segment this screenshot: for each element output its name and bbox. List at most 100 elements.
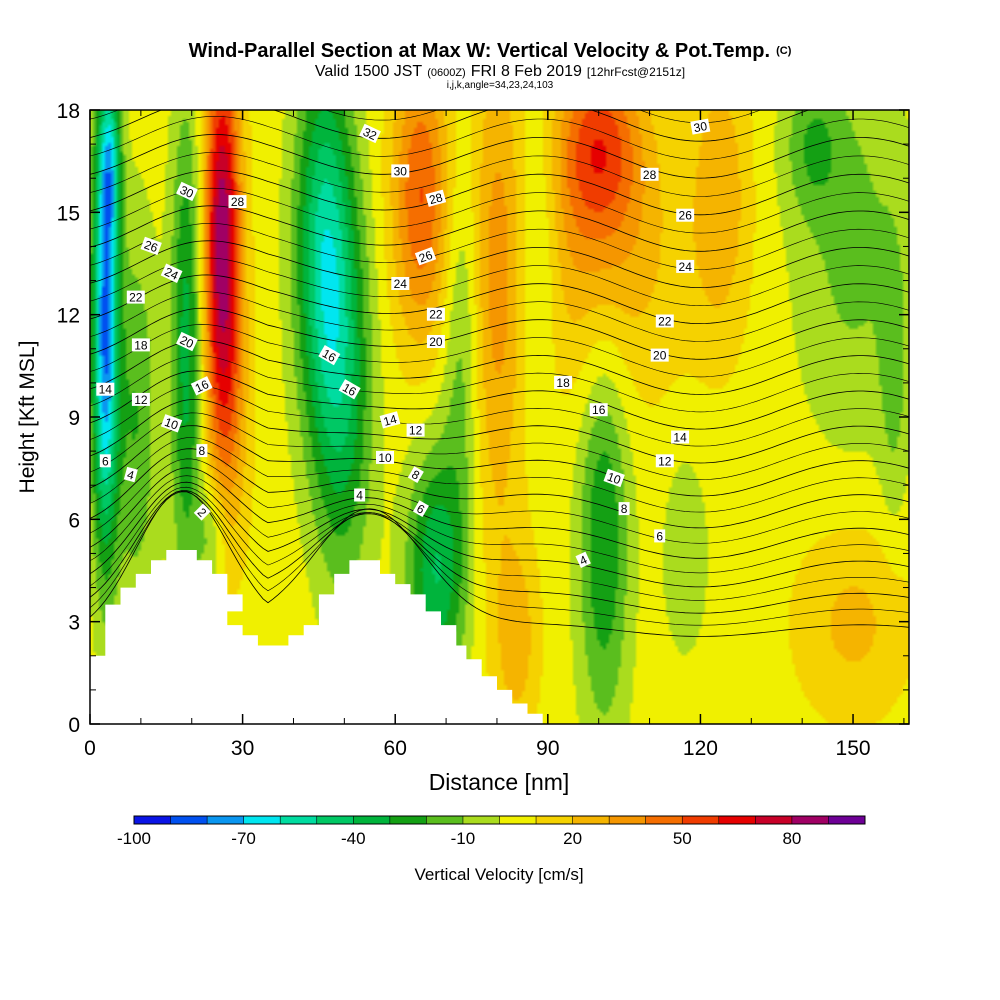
theta-label-bg — [318, 345, 341, 366]
theta-contours — [90, 110, 909, 637]
theta-label-bg — [176, 181, 198, 202]
theta-label-text: 16 — [340, 380, 359, 399]
theta-label: 30 — [176, 181, 198, 202]
chart-subtitle-indices: i,j,k,angle=34,23,24,103 — [447, 80, 554, 91]
subtitle-valid: Valid 1500 JST — [315, 63, 423, 80]
theta-label-text: 20 — [178, 333, 196, 351]
theta-label: 16 — [190, 376, 213, 396]
theta-label-text: 28 — [428, 190, 445, 207]
x-tick-label: 90 — [536, 737, 559, 760]
y-axis-label: Height [Kft MSL] — [16, 341, 39, 494]
x-tick-label: 60 — [384, 737, 407, 760]
x-axis: 0 30 60 90 120 150 — [84, 110, 905, 760]
theta-label-bg — [426, 335, 445, 348]
colorbar-swatch — [426, 816, 464, 824]
theta-label-bg — [126, 290, 145, 304]
theta-label: 16 — [318, 345, 341, 366]
theta-label: 22 — [655, 314, 674, 329]
theta-label-bg — [640, 167, 659, 181]
theta-label-text: 4 — [126, 467, 136, 482]
theta-label-bg — [690, 118, 711, 135]
theta-label-text: 12 — [409, 424, 423, 438]
colorbar-swatch — [170, 816, 208, 824]
theta-label-bg — [412, 500, 429, 518]
theta-contour-minor-17 — [90, 355, 909, 413]
theta-label-text: 6 — [656, 529, 663, 543]
chart-title-units: (C) — [776, 45, 792, 57]
theta-label-bg — [354, 488, 366, 502]
colorbar-swatch — [609, 816, 647, 824]
theta-label-text: 26 — [417, 248, 435, 266]
theta-label-text: 16 — [193, 377, 211, 395]
y-tick-label: 15 — [57, 202, 80, 225]
theta-label-text: 14 — [99, 383, 113, 397]
theta-contour-32 — [90, 110, 811, 142]
colorbar-swatch — [280, 816, 318, 824]
theta-label: 24 — [676, 259, 695, 274]
theta-contour-minor-27 — [90, 187, 909, 234]
theta-contour-minor-21 — [90, 291, 909, 342]
chart-subtitle: Valid 1500 JST (0600Z) FRI 8 Feb 2019 [12hr… — [315, 63, 685, 80]
theta-label-bg — [618, 502, 630, 516]
theta-contour-22 — [90, 274, 909, 325]
chart-title: Wind-Parallel Section at Max W: Vertical… — [189, 40, 792, 62]
theta-contour-2 — [90, 490, 909, 637]
colorbar-tick-label: 50 — [673, 829, 692, 848]
theta-contour-20 — [90, 307, 909, 360]
colorbar-swatch — [572, 816, 610, 824]
theta-label-bg — [193, 503, 211, 521]
theta-label-text: 22 — [429, 308, 443, 322]
theta-label: 24 — [391, 277, 410, 291]
theta-label: 4 — [575, 551, 591, 569]
theta-label-bg — [676, 208, 695, 222]
y-tick-label: 12 — [57, 305, 80, 328]
theta-label-bg — [391, 164, 410, 178]
subtitle-fcst: [12hrFcst@2151z] — [587, 65, 685, 79]
theta-label-bg — [676, 259, 695, 273]
theta-label-text: 12 — [134, 393, 148, 407]
x-tick-label: 150 — [836, 737, 871, 760]
theta-label-bg — [359, 123, 381, 144]
theta-label: 10 — [376, 450, 394, 465]
colorbar-swatch — [828, 816, 866, 824]
colorbar-swatch — [791, 816, 829, 824]
theta-label-text: 4 — [356, 489, 363, 503]
chart-title-main: Wind-Parallel Section at Max W: Vertical… — [189, 40, 770, 62]
theta-label-bg — [406, 423, 425, 437]
colorbar-swatch — [718, 816, 756, 824]
theta-label-bg — [425, 189, 447, 207]
theta-label: 8 — [618, 502, 630, 516]
theta-label-text: 20 — [653, 349, 667, 363]
theta-label-bg — [426, 307, 445, 321]
theta-label-text: 16 — [592, 403, 606, 417]
y-tick-label: 18 — [57, 100, 80, 123]
theta-contour-minor-25 — [90, 223, 909, 270]
theta-label: 26 — [414, 247, 437, 266]
theta-label: 26 — [676, 208, 695, 223]
theta-label-text: 28 — [231, 195, 245, 209]
theta-label-bg — [160, 414, 183, 433]
colorbar-tick-label: -70 — [231, 829, 256, 848]
theta-label-text: 12 — [658, 454, 672, 468]
x-tick-label: 0 — [84, 737, 96, 760]
theta-label-text: 22 — [658, 315, 672, 329]
theta-contour-minor-11 — [90, 437, 909, 513]
theta-label-text: 30 — [178, 183, 196, 201]
theta-label: 6 — [99, 454, 111, 468]
theta-contour-8 — [90, 467, 909, 559]
theta-label: 4 — [123, 466, 138, 483]
theta-label-text: 24 — [394, 277, 408, 291]
theta-label-text: 24 — [679, 260, 693, 274]
theta-contour-18 — [90, 339, 909, 395]
colorbar-tick-label: -100 — [117, 829, 151, 848]
theta-label-bg — [160, 263, 183, 283]
theta-label: 14 — [379, 411, 401, 429]
theta-label-bg — [376, 450, 394, 464]
colorbar-swatch — [499, 816, 537, 824]
y-tick-label: 6 — [68, 509, 80, 532]
colorbar-swatch — [755, 816, 793, 824]
colorbar-swatch — [243, 816, 281, 824]
theta-label: 14 — [96, 382, 115, 397]
